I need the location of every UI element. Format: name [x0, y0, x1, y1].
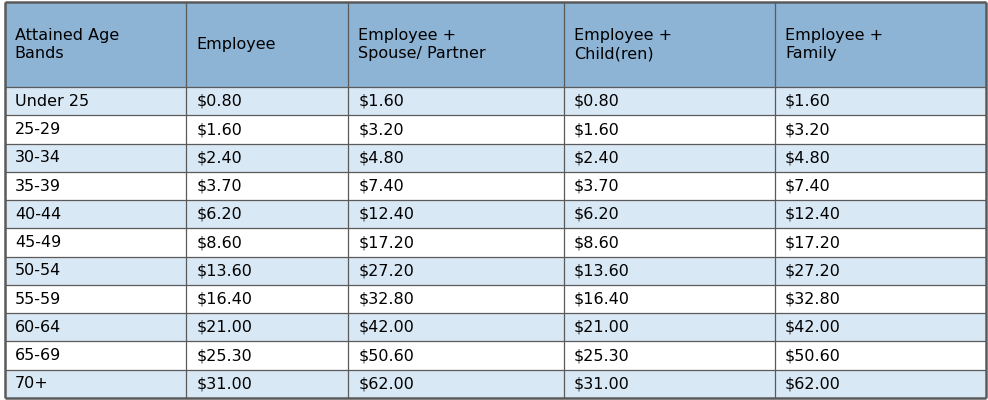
Text: Employee +
Child(ren): Employee + Child(ren) — [574, 28, 672, 61]
Text: $2.40: $2.40 — [197, 150, 242, 165]
Text: $7.40: $7.40 — [359, 178, 404, 194]
Text: Attained Age
Bands: Attained Age Bands — [15, 28, 120, 61]
Text: $1.60: $1.60 — [197, 122, 242, 137]
Bar — [5, 115, 986, 144]
Text: $3.20: $3.20 — [785, 122, 831, 137]
Bar — [5, 313, 986, 342]
Bar — [5, 172, 986, 200]
Text: 50-54: 50-54 — [15, 263, 61, 278]
Text: $12.40: $12.40 — [785, 207, 841, 222]
Text: $3.70: $3.70 — [574, 178, 619, 194]
Text: $13.60: $13.60 — [574, 263, 630, 278]
Text: $1.60: $1.60 — [574, 122, 619, 137]
Bar — [5, 87, 986, 115]
Text: 40-44: 40-44 — [15, 207, 61, 222]
Text: $21.00: $21.00 — [574, 320, 630, 335]
Text: Employee: Employee — [197, 37, 276, 52]
Bar — [5, 228, 986, 257]
Text: $6.20: $6.20 — [574, 207, 619, 222]
Text: Employee +
Spouse/ Partner: Employee + Spouse/ Partner — [359, 28, 486, 61]
Text: $6.20: $6.20 — [197, 207, 242, 222]
Text: $8.60: $8.60 — [197, 235, 242, 250]
Bar — [5, 144, 986, 172]
Text: $3.70: $3.70 — [197, 178, 242, 194]
Text: 30-34: 30-34 — [15, 150, 61, 165]
Text: 35-39: 35-39 — [15, 178, 61, 194]
Text: $42.00: $42.00 — [359, 320, 414, 335]
Text: $42.00: $42.00 — [785, 320, 841, 335]
Text: $50.60: $50.60 — [359, 348, 414, 363]
Text: $8.60: $8.60 — [574, 235, 619, 250]
Bar — [5, 200, 986, 228]
Text: $1.60: $1.60 — [359, 94, 404, 109]
Bar — [5, 285, 986, 313]
Text: $62.00: $62.00 — [359, 376, 414, 391]
Text: $21.00: $21.00 — [197, 320, 252, 335]
Bar — [5, 370, 986, 398]
Bar — [5, 257, 986, 285]
Text: $62.00: $62.00 — [785, 376, 841, 391]
Text: 45-49: 45-49 — [15, 235, 61, 250]
Bar — [5, 342, 986, 370]
Text: $16.40: $16.40 — [197, 292, 252, 306]
Text: $25.30: $25.30 — [197, 348, 252, 363]
Text: Employee +
Family: Employee + Family — [785, 28, 883, 61]
Text: $4.80: $4.80 — [359, 150, 404, 165]
Text: $31.00: $31.00 — [574, 376, 630, 391]
Text: 70+: 70+ — [15, 376, 48, 391]
Text: $50.60: $50.60 — [785, 348, 841, 363]
Text: 55-59: 55-59 — [15, 292, 61, 306]
Text: Under 25: Under 25 — [15, 94, 89, 109]
Text: $3.20: $3.20 — [359, 122, 404, 137]
Bar — [5, 2, 986, 87]
Text: $0.80: $0.80 — [197, 94, 242, 109]
Text: $13.60: $13.60 — [197, 263, 252, 278]
Text: $16.40: $16.40 — [574, 292, 630, 306]
Text: $17.20: $17.20 — [785, 235, 841, 250]
Text: $27.20: $27.20 — [785, 263, 841, 278]
Text: $1.60: $1.60 — [785, 94, 831, 109]
Text: $4.80: $4.80 — [785, 150, 831, 165]
Text: $27.20: $27.20 — [359, 263, 414, 278]
Text: 60-64: 60-64 — [15, 320, 61, 335]
Text: $25.30: $25.30 — [574, 348, 629, 363]
Text: $17.20: $17.20 — [359, 235, 414, 250]
Text: $31.00: $31.00 — [197, 376, 252, 391]
Text: $32.80: $32.80 — [785, 292, 841, 306]
Text: 65-69: 65-69 — [15, 348, 61, 363]
Text: $2.40: $2.40 — [574, 150, 619, 165]
Text: $32.80: $32.80 — [359, 292, 414, 306]
Text: $0.80: $0.80 — [574, 94, 619, 109]
Text: $12.40: $12.40 — [359, 207, 414, 222]
Text: $7.40: $7.40 — [785, 178, 831, 194]
Text: 25-29: 25-29 — [15, 122, 61, 137]
